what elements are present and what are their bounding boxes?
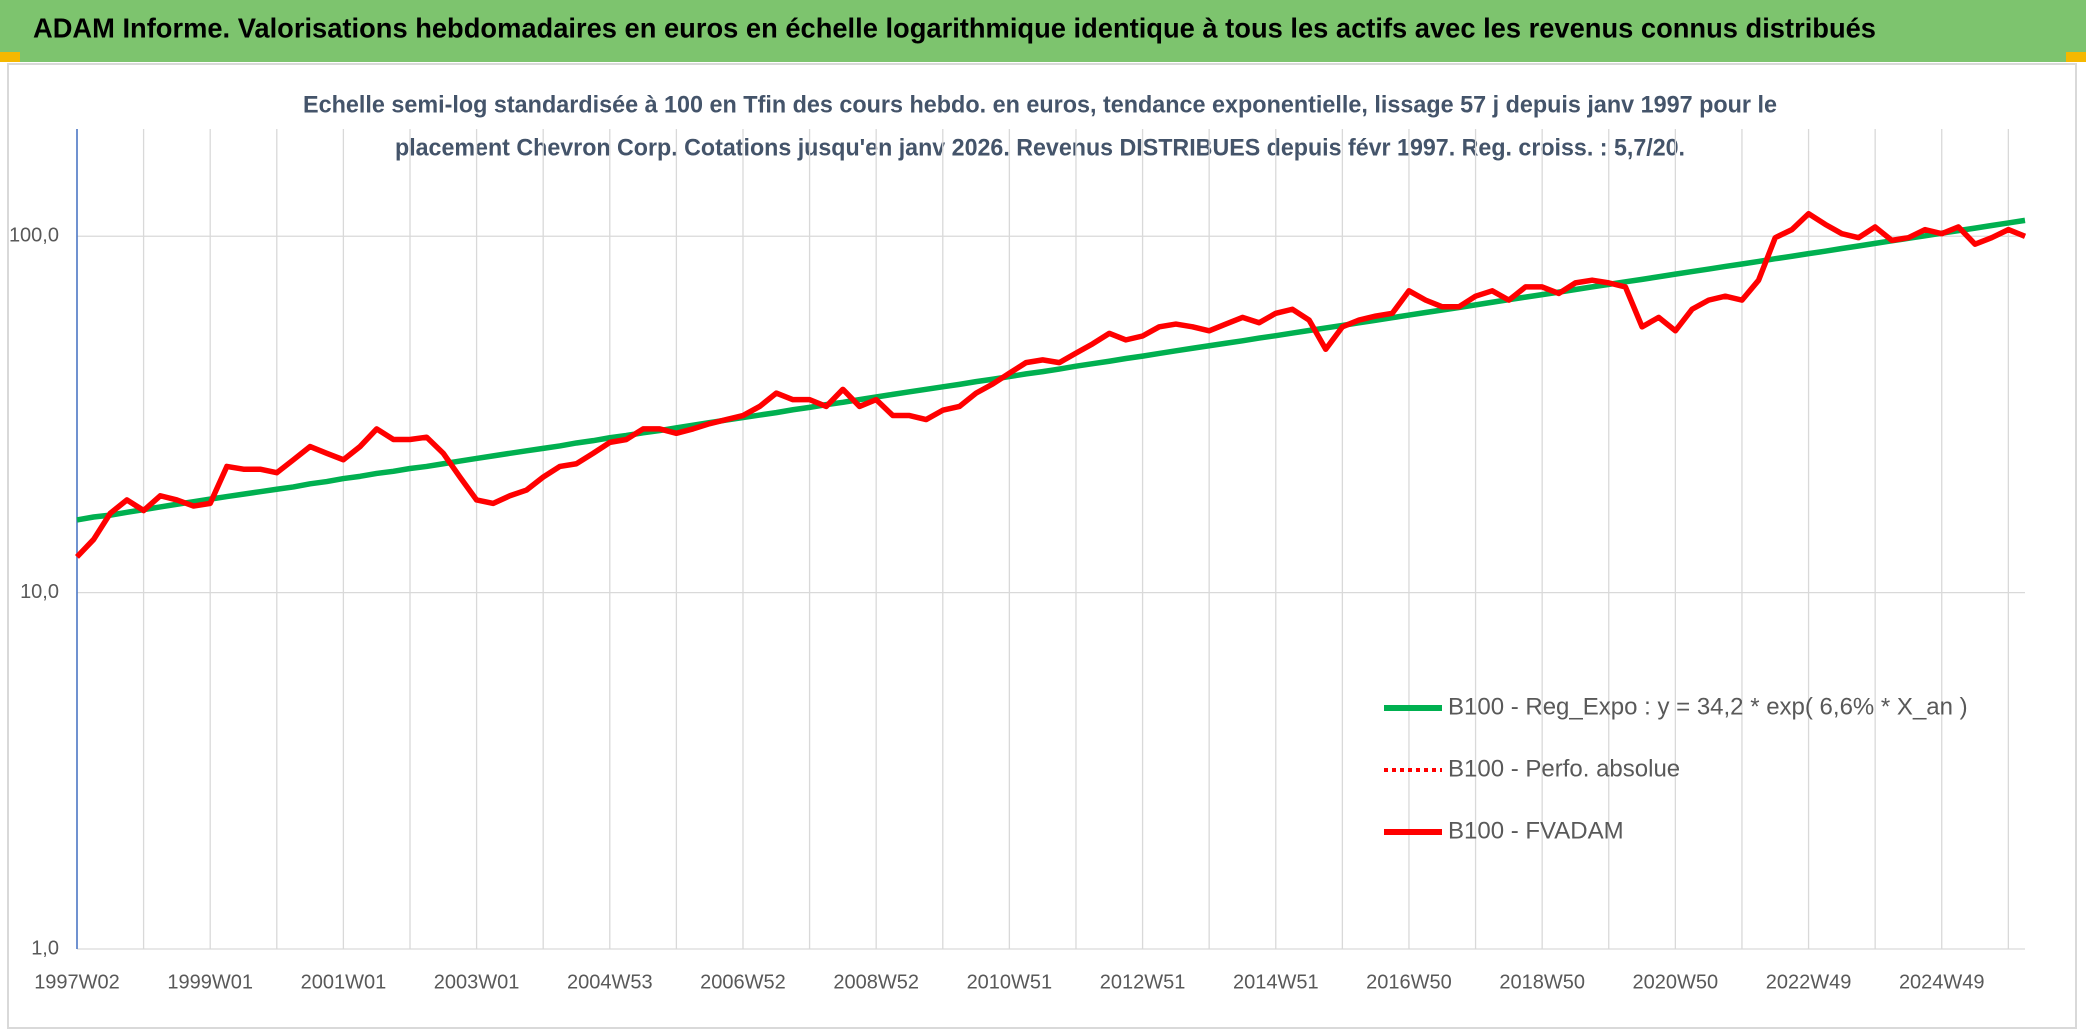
x-tick-label: 2010W51 [967,971,1053,993]
x-tick-label: 2014W51 [1233,971,1319,993]
x-tick-label: 2024W49 [1899,971,1985,993]
y-tick-label: 10,0 [20,581,59,603]
corner-mark [0,52,20,62]
x-tick-label: 1999W01 [167,971,253,993]
x-tick-label: 2008W52 [833,971,919,993]
chart-subtitle: Echelle semi-log standardisée à 100 en T… [303,91,1777,118]
series-line [75,210,2027,559]
y-tick-label: 1,0 [31,937,59,959]
corner-mark [2066,52,2086,62]
x-tick-label: 2001W01 [301,971,387,993]
x-tick-label: 2022W49 [1766,971,1852,993]
x-tick-label: 2018W50 [1499,971,1585,993]
y-tick-label: 100,0 [9,225,59,247]
title-bar [0,0,2086,62]
legend-label: B100 - Reg_Expo : y = 34,2 * exp( 6,6% *… [1448,693,1968,720]
x-tick-label: 2006W52 [700,971,786,993]
x-tick-label: 2004W53 [567,971,653,993]
legend-label: B100 - FVADAM [1448,817,1624,844]
chart-area [7,63,2077,1029]
x-tick-label: 2012W51 [1100,971,1186,993]
x-tick-label: 2020W50 [1633,971,1719,993]
x-tick-label: 2016W50 [1366,971,1452,993]
x-tick-label: 1997W02 [34,971,120,993]
legend-label: B100 - Perfo. absolue [1448,755,1680,782]
chart-title: ADAM Informe. Valorisations hebdomadaire… [33,12,1876,43]
chart-subtitle: placement Chevron Corp. Cotations jusqu'… [395,134,1685,161]
x-tick-label: 2003W01 [434,971,520,993]
series-line [76,217,2026,523]
